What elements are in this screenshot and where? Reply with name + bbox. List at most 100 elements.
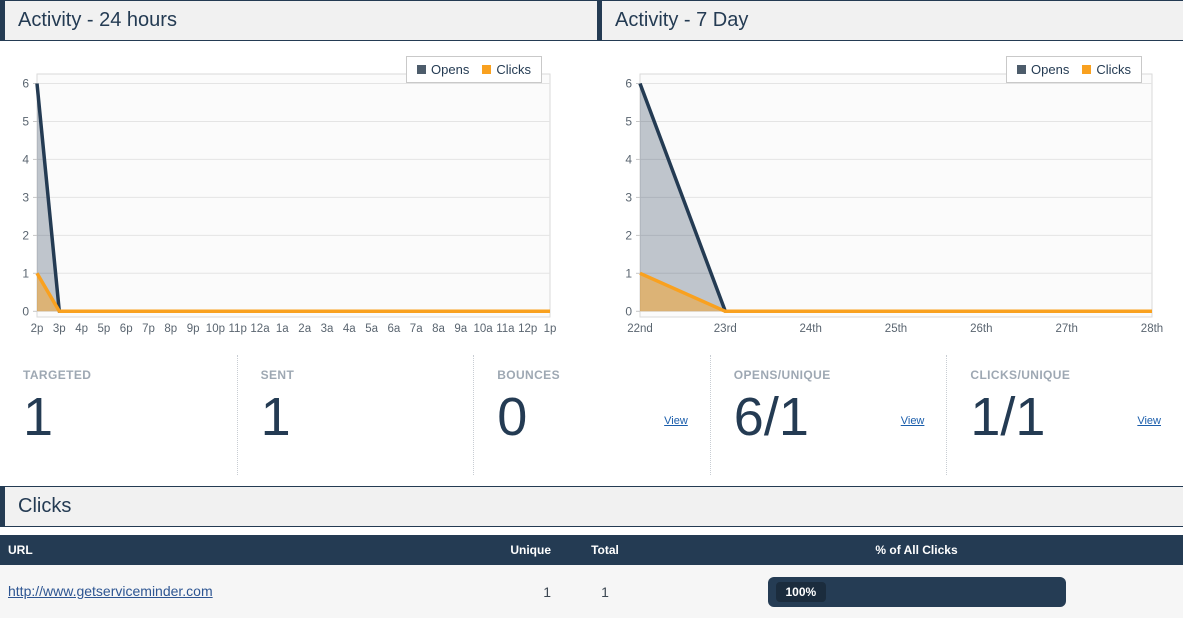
svg-text:11a: 11a: [496, 323, 515, 335]
stat-opens-unique: OPENS/UNIQUE 6/1 View: [709, 355, 947, 475]
pct-cell: 100%: [650, 576, 1183, 607]
col-header-pct: % of All Clicks: [875, 543, 958, 557]
stat-clicks-label: CLICKS/UNIQUE: [970, 368, 1071, 382]
panel-activity-24h: Activity - 24 hours 0 1 2 3 4 5 6 2p 3p 4p 5p 6p 7p 8…: [0, 0, 597, 341]
svg-text:4p: 4p: [75, 323, 88, 335]
legend-clicks-label: Clicks: [1096, 62, 1131, 77]
legend-opens-label: Opens: [1031, 62, 1070, 77]
opens-swatch-icon: [1017, 65, 1027, 74]
opens-swatch-icon: [417, 65, 427, 74]
chart-24h-wrap: 0 1 2 3 4 5 6 2p 3p 4p 5p 6p 7p 8p 9p 10p 11p 12a 1a 2a 3a 4a…: [0, 49, 597, 341]
table-row: http://www.getserviceminder.com 1 1 100%: [0, 565, 1183, 618]
svg-text:4: 4: [22, 152, 29, 166]
stat-sent: SENT 1: [236, 355, 474, 475]
svg-text:1: 1: [22, 266, 29, 280]
svg-text:11p: 11p: [229, 323, 247, 335]
clicks-progress-bar: 100%: [767, 576, 1066, 607]
total-cell: 1: [601, 583, 609, 600]
legend-clicks-label: Clicks: [496, 62, 531, 77]
svg-text:6a: 6a: [388, 323, 401, 335]
svg-text:24th: 24th: [800, 323, 822, 335]
svg-text:26th: 26th: [970, 323, 992, 335]
svg-text:25th: 25th: [885, 323, 907, 335]
svg-text:1: 1: [625, 266, 632, 280]
svg-text:5p: 5p: [98, 323, 111, 335]
svg-text:5: 5: [625, 115, 632, 129]
stat-bounces-value: 0: [497, 387, 528, 447]
svg-text:4: 4: [625, 152, 632, 166]
col-header-total: Total: [591, 543, 619, 557]
stat-clicks-value: 1/1: [970, 387, 1046, 447]
clicks-swatch-icon: [482, 65, 492, 74]
svg-text:12p: 12p: [518, 323, 537, 335]
svg-text:0: 0: [625, 304, 632, 318]
progress-pct-label: 100%: [775, 581, 827, 602]
svg-text:1p: 1p: [544, 323, 557, 335]
svg-text:8a: 8a: [432, 323, 445, 335]
clicks-swatch-icon: [1082, 65, 1092, 74]
clicks-section: Clicks URL Unique Total % of All Clicks …: [0, 486, 1183, 618]
stat-bounces-label: BOUNCES: [497, 368, 560, 382]
svg-text:7p: 7p: [142, 323, 155, 335]
svg-text:3a: 3a: [321, 323, 334, 335]
svg-text:9p: 9p: [187, 323, 200, 335]
unique-cell: 1: [543, 583, 551, 600]
stat-sent-label: SENT: [260, 368, 295, 382]
col-header-unique: Unique: [510, 543, 551, 557]
stat-clicks-unique: CLICKS/UNIQUE 1/1 View: [946, 355, 1183, 475]
legend-opens: Opens: [1017, 62, 1069, 77]
svg-text:8p: 8p: [164, 323, 177, 335]
clicks-section-title: Clicks: [0, 486, 1183, 527]
svg-text:4a: 4a: [343, 323, 356, 335]
svg-text:6: 6: [625, 77, 632, 91]
chart-legend: Opens Clicks: [1006, 56, 1142, 83]
svg-text:6: 6: [22, 77, 29, 91]
svg-text:3p: 3p: [53, 323, 66, 335]
svg-text:3: 3: [625, 190, 632, 204]
svg-text:0: 0: [22, 304, 29, 318]
stat-sent-value: 1: [260, 387, 291, 447]
stat-targeted-label: TARGETED: [23, 368, 92, 382]
svg-text:12a: 12a: [250, 323, 270, 335]
svg-text:10a: 10a: [474, 323, 494, 335]
progress-track: [838, 585, 1055, 598]
svg-text:2: 2: [625, 228, 632, 242]
svg-text:2a: 2a: [298, 323, 311, 335]
stat-opens-value: 6/1: [733, 387, 809, 447]
svg-text:22nd: 22nd: [627, 323, 653, 335]
campaign-stats-row: TARGETED 1 SENT 1 BOUNCES 0 View OPENS/U…: [0, 355, 1183, 475]
legend-clicks: Clicks: [1082, 62, 1131, 77]
clicks-table: URL Unique Total % of All Clicks http://…: [0, 535, 1183, 618]
svg-text:5a: 5a: [365, 323, 378, 335]
legend-clicks: Clicks: [482, 62, 531, 77]
panel-title-24h: Activity - 24 hours: [0, 0, 597, 41]
svg-text:5: 5: [22, 115, 29, 129]
panel-title-7day: Activity - 7 Day: [597, 0, 1183, 41]
activity-panels: Activity - 24 hours 0 1 2 3 4 5 6 2p 3p 4p 5p 6p 7p 8…: [0, 0, 1183, 341]
url-cell: http://www.getserviceminder.com: [0, 583, 465, 601]
legend-opens-label: Opens: [431, 62, 470, 77]
svg-text:6p: 6p: [120, 323, 133, 335]
chart-24h: 0 1 2 3 4 5 6 2p 3p 4p 5p 6p 7p 8p 9p 10p 11p 12a 1a 2a 3a 4a…: [22, 73, 557, 335]
svg-text:10p: 10p: [206, 323, 225, 335]
svg-text:2p: 2p: [31, 323, 44, 335]
clicked-url-link[interactable]: http://www.getserviceminder.com: [8, 582, 213, 599]
svg-text:23rd: 23rd: [714, 323, 737, 335]
panel-activity-7day: Activity - 7 Day 0 1 2 3 4 5 6 22nd 23rd 24th 25th…: [597, 0, 1183, 341]
chart-7day-wrap: 0 1 2 3 4 5 6 22nd 23rd 24th 25th 26th 27th 28th Open…: [597, 49, 1183, 341]
legend-opens: Opens: [417, 62, 469, 77]
svg-text:9a: 9a: [454, 323, 467, 335]
bounces-view-link[interactable]: View: [664, 415, 688, 427]
col-header-url: URL: [8, 543, 33, 557]
stat-bounces: BOUNCES 0 View: [473, 355, 710, 475]
clicks-view-link[interactable]: View: [1137, 415, 1161, 427]
chart-7day: 0 1 2 3 4 5 6 22nd 23rd 24th 25th 26th 27th 28th: [625, 73, 1163, 335]
stat-targeted: TARGETED 1: [0, 355, 237, 475]
stat-opens-label: OPENS/UNIQUE: [733, 368, 831, 382]
svg-text:7a: 7a: [410, 323, 423, 335]
svg-text:1a: 1a: [276, 323, 289, 335]
svg-text:3: 3: [22, 190, 29, 204]
clicks-table-header: URL Unique Total % of All Clicks: [0, 535, 1183, 565]
svg-text:27th: 27th: [1056, 323, 1078, 335]
opens-view-link[interactable]: View: [900, 415, 925, 427]
